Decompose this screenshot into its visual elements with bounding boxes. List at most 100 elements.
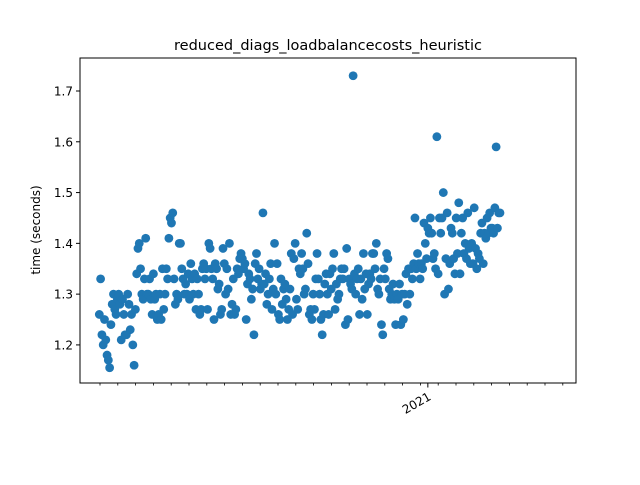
y-tick-label: 1.4 <box>54 237 73 251</box>
data-point <box>209 315 219 324</box>
data-point <box>297 249 306 258</box>
data-point <box>315 289 325 299</box>
data-point <box>355 310 364 319</box>
data-point <box>329 249 339 258</box>
data-point <box>343 315 353 324</box>
data-point <box>267 304 277 314</box>
data-point <box>451 213 461 223</box>
data-point <box>222 264 232 274</box>
data-point <box>119 310 129 319</box>
data-point <box>124 299 134 309</box>
y-tick-label: 1.5 <box>54 186 73 200</box>
data-point <box>453 249 462 258</box>
data-point <box>472 264 482 274</box>
data-point <box>192 274 202 284</box>
data-point <box>194 289 203 299</box>
data-point <box>310 304 319 314</box>
data-point <box>131 304 140 314</box>
plot-area-frame <box>79 57 577 384</box>
data-point <box>106 320 116 329</box>
data-point <box>285 284 295 294</box>
data-point <box>359 249 368 258</box>
data-point <box>203 304 212 314</box>
data-point <box>249 330 259 340</box>
data-point <box>252 249 261 258</box>
data-point <box>420 238 430 248</box>
data-point <box>426 213 435 223</box>
data-point <box>177 264 187 274</box>
data-point <box>377 320 386 329</box>
data-point <box>407 274 417 284</box>
data-point <box>463 208 473 218</box>
data-point <box>181 279 191 289</box>
data-point <box>370 264 380 274</box>
chart-title: reduced_diags_loadbalancecosts_heuristic <box>174 38 482 54</box>
data-points <box>94 71 505 373</box>
data-point <box>348 71 358 81</box>
data-point <box>159 304 169 314</box>
data-point <box>248 284 258 294</box>
data-point <box>427 228 437 238</box>
data-point <box>395 279 404 289</box>
data-point <box>312 249 322 258</box>
data-point <box>100 315 109 324</box>
data-point <box>160 289 170 299</box>
data-point <box>447 228 457 238</box>
data-point <box>270 238 279 248</box>
data-point <box>169 274 179 284</box>
data-point <box>290 238 300 248</box>
data-point <box>351 289 361 299</box>
data-point <box>302 228 312 238</box>
data-point <box>378 330 388 340</box>
data-point <box>156 315 166 324</box>
data-point <box>275 315 285 324</box>
data-point <box>125 325 135 335</box>
data-point <box>240 259 250 269</box>
data-point <box>374 289 384 299</box>
data-point <box>164 233 174 243</box>
data-point <box>161 264 171 274</box>
data-point <box>379 264 389 274</box>
data-point <box>293 304 303 314</box>
data-point <box>301 284 310 294</box>
data-point <box>491 142 501 152</box>
data-point <box>246 294 256 304</box>
data-point <box>101 335 111 345</box>
y-axis-ticks: 1.2 1.3 1.4 1.5 1.6 1.7 <box>54 85 80 352</box>
data-point <box>469 203 479 213</box>
data-point <box>173 294 183 304</box>
data-point <box>362 310 372 319</box>
data-point <box>369 249 379 258</box>
data-point <box>308 289 318 299</box>
data-point <box>196 304 206 314</box>
data-point <box>163 274 173 284</box>
y-tick-label: 1.6 <box>54 135 73 149</box>
data-point <box>200 274 210 284</box>
data-point <box>212 264 221 274</box>
data-point <box>456 228 466 238</box>
data-point <box>317 330 327 340</box>
data-point <box>405 289 415 299</box>
data-point <box>442 208 452 218</box>
data-point <box>495 208 505 218</box>
data-point <box>217 304 227 314</box>
data-point <box>433 269 443 279</box>
data-point <box>271 289 281 299</box>
data-point <box>328 264 337 274</box>
data-point <box>141 233 151 243</box>
y-tick-label: 1.2 <box>54 338 73 352</box>
data-point <box>493 223 502 233</box>
data-point <box>320 279 330 289</box>
data-point <box>398 315 408 324</box>
data-point <box>245 274 255 284</box>
data-point <box>383 254 393 263</box>
data-point <box>134 238 144 248</box>
data-point <box>330 304 340 314</box>
data-point <box>186 259 196 269</box>
data-point <box>380 274 390 284</box>
data-point <box>103 355 113 365</box>
data-point <box>366 274 376 284</box>
